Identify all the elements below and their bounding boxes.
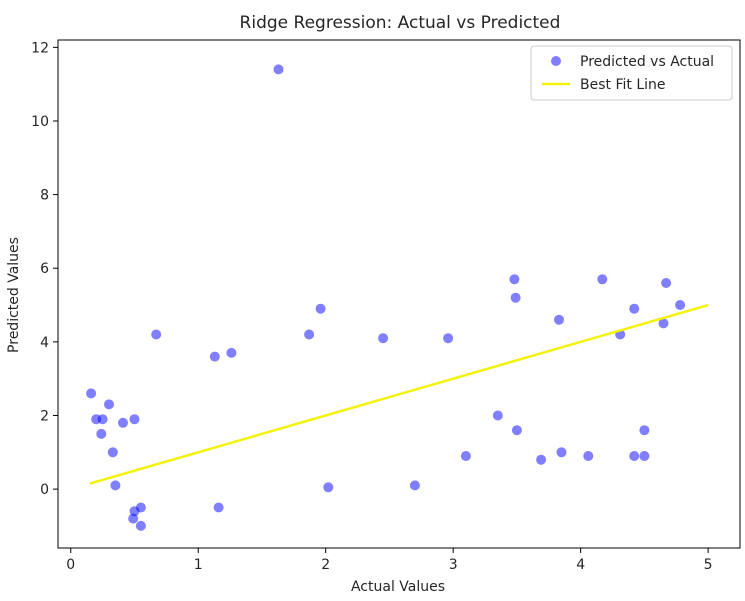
- legend-label-scatter: Predicted vs Actual: [580, 54, 714, 70]
- y-tick-label: 8: [40, 188, 49, 204]
- scatter-point: [492, 410, 503, 421]
- scatter-point: [135, 520, 146, 531]
- scatter-point: [129, 414, 140, 425]
- scatter-point: [556, 447, 567, 458]
- x-tick-label: 2: [321, 557, 330, 573]
- y-tick-label: 12: [31, 40, 49, 56]
- scatter-point: [226, 347, 237, 358]
- x-axis-label: Actual Values: [351, 579, 445, 595]
- scatter-point: [209, 351, 220, 362]
- scatter-point: [443, 333, 454, 344]
- scatter-point: [323, 482, 334, 493]
- scatter-point: [629, 451, 640, 461]
- legend-label-line: Best Fit Line: [580, 77, 666, 93]
- scatter-point: [675, 300, 686, 310]
- scatter-point: [91, 414, 102, 425]
- scatter-point: [583, 451, 594, 461]
- scatter-point: [658, 318, 669, 329]
- scatter-point: [118, 417, 128, 428]
- x-tick-label: 0: [66, 557, 75, 573]
- scatter-point: [509, 274, 520, 285]
- scatter-point: [378, 333, 389, 344]
- scatter-point: [86, 388, 97, 399]
- scatter-point: [554, 314, 564, 325]
- x-tick-label: 3: [449, 557, 458, 573]
- x-axis-ticks: 0 1 2 3 4 5: [66, 548, 713, 573]
- scatter-point: [135, 502, 146, 513]
- best-fit-line-layer: [89, 303, 709, 485]
- scatter-point: [661, 278, 672, 288]
- legend: Predicted vs Actual Best Fit Line: [530, 45, 733, 101]
- scatter-point: [104, 399, 114, 410]
- scatter-point: [536, 454, 547, 465]
- y-tick-label: 10: [31, 114, 49, 130]
- scatter-point: [213, 502, 224, 513]
- best-fit-line: [89, 303, 709, 485]
- scatter-point: [273, 64, 284, 75]
- y-axis-ticks: 0 2 4 6 8 10 12: [31, 40, 58, 498]
- y-tick-label: 0: [40, 482, 49, 498]
- scatter-point: [110, 480, 121, 491]
- scatter-point: [151, 329, 162, 340]
- chart-title: Ridge Regression: Actual vs Predicted: [240, 13, 561, 33]
- y-tick-label: 4: [40, 335, 49, 351]
- legend-marker-scatter: [551, 56, 561, 66]
- x-tick-label: 4: [576, 557, 585, 573]
- scatter-point: [315, 303, 326, 314]
- x-tick-label: 1: [194, 557, 203, 573]
- legend-box: [530, 45, 733, 101]
- x-tick-label: 5: [704, 557, 713, 573]
- scatter-point: [107, 447, 118, 458]
- scatter-point: [460, 451, 471, 461]
- scatter-point: [639, 451, 650, 461]
- y-axis-label: Predicted Values: [6, 237, 22, 353]
- scatter-point: [409, 480, 420, 491]
- scatter-point: [639, 425, 650, 436]
- scatter-points: [86, 64, 686, 531]
- scatter-point: [96, 428, 107, 439]
- scatter-point: [128, 513, 139, 524]
- scatter-point: [304, 329, 315, 340]
- scatter-point: [511, 425, 522, 436]
- scatter-point: [510, 292, 521, 303]
- scatter-point: [597, 274, 608, 285]
- scatter-point: [629, 303, 640, 314]
- y-tick-label: 6: [40, 261, 49, 277]
- y-tick-label: 2: [40, 408, 49, 424]
- plot-frame: [57, 39, 741, 549]
